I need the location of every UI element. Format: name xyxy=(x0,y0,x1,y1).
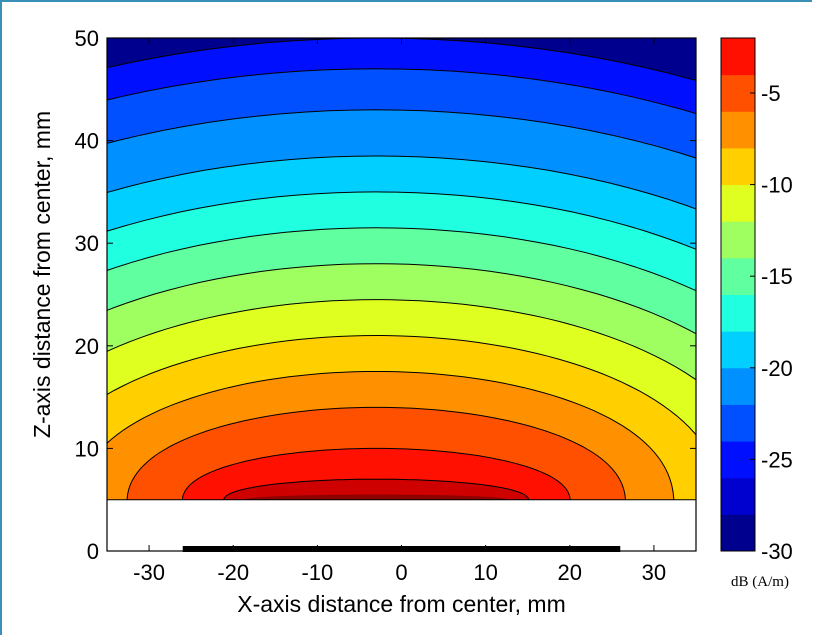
y-tick-label: 10 xyxy=(75,436,99,461)
contour-line-10 xyxy=(107,371,675,500)
contour-line-18 xyxy=(107,227,696,292)
y-tick-label: 50 xyxy=(75,26,99,51)
colorbar-tick-label: -5 xyxy=(761,81,781,106)
contour-line-24 xyxy=(107,109,696,159)
colorbar-swatch xyxy=(721,38,755,76)
colorbar-swatch xyxy=(721,514,755,552)
colorbar-tick-label: -20 xyxy=(761,356,793,381)
no-data-region xyxy=(107,499,696,551)
colorbar-frame xyxy=(720,37,756,552)
colorbar-swatch xyxy=(721,147,755,186)
x-axis: -30 -20 -10 0 10 20 30 xyxy=(133,38,666,585)
colorbar-tick-label: -10 xyxy=(761,173,793,198)
colorbar-swatch xyxy=(721,441,755,479)
colorbar-tick-label: -15 xyxy=(761,264,793,289)
y-tick-label: 0 xyxy=(87,539,99,564)
y-axis-label: Z-axis distance from center, mm xyxy=(29,111,55,438)
colorbar-swatch xyxy=(721,404,755,442)
colorbar-tick-label: -30 xyxy=(761,539,793,564)
y-tick-label: 30 xyxy=(75,231,99,256)
x-tick-label: -10 xyxy=(301,560,333,585)
colorbar-swatch xyxy=(721,74,755,112)
x-tick-label: 10 xyxy=(473,560,497,585)
y-axis: 0 10 20 30 40 50 xyxy=(75,26,696,564)
colorbar-swatch xyxy=(721,111,755,149)
colorbar-swatch xyxy=(721,367,755,405)
y-tick-label: 40 xyxy=(75,129,99,154)
contour-line-group xyxy=(107,38,696,500)
x-axis-label: X-axis distance from center, mm xyxy=(237,591,566,617)
contour-line-16 xyxy=(107,263,696,335)
contour-fill-group xyxy=(107,38,696,500)
x-tick-label: -30 xyxy=(133,560,165,585)
contour-line-6 xyxy=(181,447,571,500)
y-tick-label: 20 xyxy=(75,334,99,359)
x-tick-label: -20 xyxy=(217,560,249,585)
colorbar-tick-label: -25 xyxy=(761,447,793,472)
colorbar-swatch xyxy=(721,331,755,369)
colorbar: -5 -10 -15 -20 -25 -30 xyxy=(720,37,793,564)
contour-line-12 xyxy=(107,334,696,436)
colorbar-swatch xyxy=(721,184,755,222)
colorbar-swatch xyxy=(721,257,755,295)
contour-line-4 xyxy=(223,478,530,500)
contour-line-26 xyxy=(107,68,696,115)
contour-line-20 xyxy=(107,191,696,250)
colorbar-swatch xyxy=(721,221,755,259)
contour-band-peak xyxy=(244,494,508,500)
colorbar-label: dB (A/m) xyxy=(731,574,789,590)
colorbar-swatch xyxy=(721,477,755,515)
contour-line-8 xyxy=(126,406,626,500)
x-tick-label: 30 xyxy=(642,560,666,585)
colorbar-swatch xyxy=(721,294,755,332)
x-tick-label: 20 xyxy=(558,560,582,585)
contour-line-22 xyxy=(107,155,696,210)
x-tick-label: 0 xyxy=(395,560,407,585)
contour-band-4 xyxy=(223,479,529,500)
contour-line-14 xyxy=(107,299,696,381)
